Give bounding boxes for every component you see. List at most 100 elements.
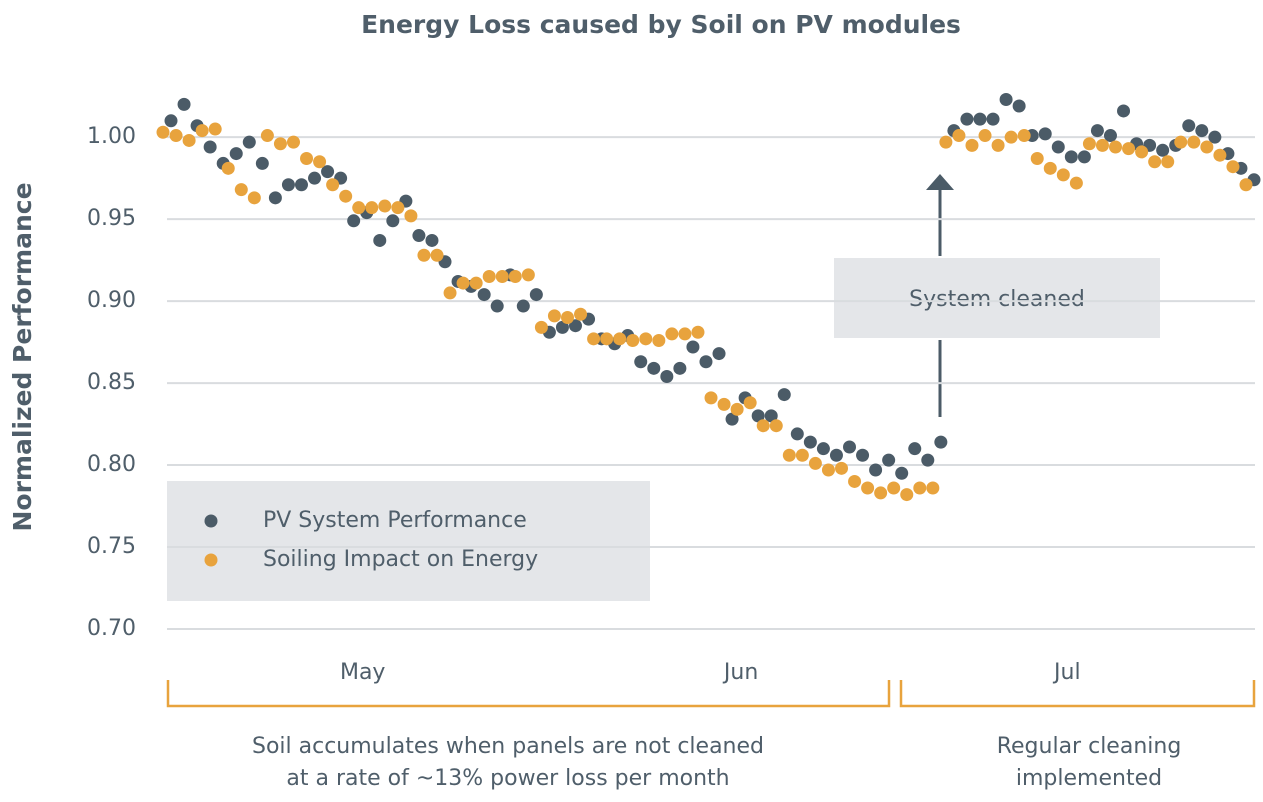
legend-label: Soiling Impact on Energy (263, 547, 538, 572)
arrow-head (926, 174, 954, 190)
point (164, 114, 178, 128)
point (848, 474, 862, 488)
point (404, 209, 418, 223)
point (495, 270, 509, 284)
point (182, 133, 196, 147)
point (991, 138, 1005, 152)
point (769, 419, 783, 433)
point (725, 412, 739, 426)
point (208, 122, 222, 136)
y-tick-label: 0.90 (87, 288, 136, 313)
x-tick-label: May (340, 660, 385, 685)
point (861, 481, 875, 495)
point (1077, 150, 1091, 164)
y-tick-label: 0.80 (87, 452, 136, 477)
point (665, 327, 679, 341)
point (286, 135, 300, 149)
point (1182, 119, 1196, 133)
point (704, 391, 718, 405)
y-axis-label: Normalized Performance (8, 182, 37, 531)
point (1082, 137, 1096, 151)
point (829, 448, 843, 462)
point (978, 129, 992, 143)
point (326, 178, 340, 192)
point (294, 178, 308, 192)
point (1161, 155, 1175, 169)
point (926, 481, 940, 495)
point (469, 276, 483, 290)
point (477, 288, 491, 302)
point (1012, 99, 1026, 113)
point (843, 440, 857, 454)
point (816, 442, 830, 456)
point (782, 448, 796, 462)
point (874, 486, 888, 500)
y-tick-label: 0.75 (87, 534, 136, 559)
point (751, 409, 765, 423)
point (913, 481, 927, 495)
point (821, 463, 835, 477)
point (934, 435, 948, 449)
point (195, 124, 209, 138)
point (574, 307, 588, 321)
point (534, 320, 548, 334)
point (939, 135, 953, 149)
point (795, 448, 809, 462)
bracket-text: Soil accumulates when panels are not cle… (252, 734, 764, 759)
annotation: System cleaned (909, 287, 1085, 312)
point (308, 171, 322, 185)
x-tick-label: Jun (722, 660, 758, 685)
point (1200, 140, 1214, 154)
point (482, 270, 496, 284)
point (1187, 135, 1201, 149)
point (1038, 127, 1052, 141)
point (600, 332, 614, 346)
point (1095, 138, 1109, 152)
point (177, 97, 191, 111)
point (1069, 176, 1083, 190)
point (712, 347, 726, 361)
point (895, 466, 909, 480)
point (1156, 143, 1170, 157)
point (691, 325, 705, 339)
point (255, 156, 269, 170)
point (678, 327, 692, 341)
point (764, 409, 778, 423)
point (808, 456, 822, 470)
point (869, 463, 883, 477)
legend-label: PV System Performance (263, 508, 527, 533)
legend-marker (204, 514, 218, 528)
point (1195, 124, 1209, 138)
bracket (899, 680, 1256, 708)
point (229, 147, 243, 161)
point (221, 161, 235, 175)
annotation-box (834, 258, 1160, 338)
point (260, 129, 274, 143)
point (1043, 161, 1057, 175)
point (647, 361, 661, 375)
point (660, 370, 674, 384)
point (1109, 140, 1123, 154)
point (999, 92, 1013, 106)
point (1122, 142, 1136, 156)
point (634, 355, 648, 369)
point (639, 332, 653, 346)
point (686, 340, 700, 354)
point (529, 288, 543, 302)
point (587, 332, 601, 346)
point (321, 165, 335, 179)
point (900, 488, 914, 502)
y-tick-label: 0.85 (87, 370, 136, 395)
point (490, 299, 504, 313)
point (1239, 178, 1253, 192)
point (1051, 140, 1065, 154)
point (730, 402, 744, 416)
point (887, 481, 901, 495)
point (560, 311, 574, 325)
point (242, 135, 256, 149)
point (952, 129, 966, 143)
point (777, 388, 791, 402)
point (1064, 150, 1078, 164)
point (986, 112, 1000, 126)
